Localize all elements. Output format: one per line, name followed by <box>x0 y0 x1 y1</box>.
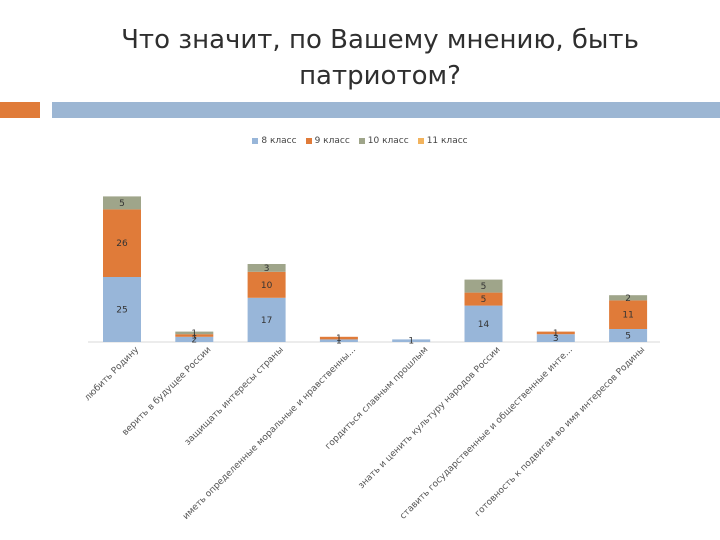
data-label: 10 <box>261 281 273 291</box>
data-label: 17 <box>261 316 272 326</box>
bar-segment <box>464 279 503 293</box>
legend-item-9: 9 класс <box>305 136 350 146</box>
data-label: 3 <box>264 264 270 274</box>
category-label: знать и ценить культуру народов России <box>357 345 503 491</box>
bar-segment <box>175 334 214 337</box>
data-label: 3 <box>553 334 559 344</box>
bar-segment <box>464 292 503 306</box>
data-label: 1 <box>191 332 197 342</box>
legend-swatch-11 <box>417 138 424 144</box>
bar-segment <box>609 329 648 342</box>
data-label: 1 <box>408 337 414 347</box>
bar-segment <box>536 334 575 342</box>
bar-segment <box>103 277 141 342</box>
legend-item-10: 10 класс <box>358 136 409 146</box>
data-label: 5 <box>625 332 631 342</box>
bar-segment <box>464 305 503 342</box>
category-label: иметь определенные моральные и нравствен… <box>181 345 358 522</box>
legend-item-11: 11 класс <box>417 136 468 146</box>
bar-segment <box>103 196 141 210</box>
data-label: 2 <box>625 294 631 304</box>
data-label: 2 <box>191 335 197 345</box>
bar-segment <box>609 300 648 329</box>
bar-segment <box>247 271 286 298</box>
category-label: готовность к подвигам во имя интересов Р… <box>473 345 647 519</box>
bar-segment <box>175 336 214 342</box>
legend-item-8: 8 класс <box>252 136 297 146</box>
data-label: 14 <box>478 320 490 330</box>
bar-segment <box>392 339 431 342</box>
bar-segment <box>536 331 575 335</box>
data-label: 25 <box>116 306 127 316</box>
chart-legend: 8 класс 9 класс 10 класс 11 класс <box>0 136 720 146</box>
slide-title: Что значит, по Вашему мнению, быть патри… <box>70 22 690 94</box>
bar-segment <box>319 339 358 342</box>
bar-segment <box>247 264 286 272</box>
data-label: 5 <box>481 295 487 305</box>
legend-swatch-10 <box>358 138 365 144</box>
data-label: 1 <box>191 329 197 339</box>
title-line-2: патриотом? <box>299 61 461 91</box>
accent-bar-right <box>52 102 720 118</box>
legend-label-10: 10 класс <box>367 136 409 146</box>
title-line-1: Что значит, по Вашему мнению, быть <box>121 25 639 55</box>
data-label: 1 <box>336 334 342 344</box>
legend-label-9: 9 класс <box>314 136 350 146</box>
data-label: 1 <box>336 337 342 347</box>
legend-swatch-8 <box>252 138 259 144</box>
data-label: 1 <box>553 329 559 339</box>
bar-segment <box>609 295 648 301</box>
accent-bar-left <box>0 102 40 118</box>
category-label: любить Родину <box>83 345 142 404</box>
bar-segment <box>175 331 214 335</box>
data-label: 5 <box>119 199 125 209</box>
bar-segment <box>319 336 358 340</box>
category-label: ставить государственные и общественные и… <box>398 345 575 522</box>
legend-swatch-9 <box>305 138 312 144</box>
legend-label-11: 11 класс <box>426 136 468 146</box>
data-label: 26 <box>116 239 128 249</box>
legend-label-8: 8 класс <box>261 136 297 146</box>
bar-segment <box>247 297 286 342</box>
data-label: 5 <box>481 282 487 292</box>
bar-segment <box>103 209 141 277</box>
data-label: 11 <box>622 311 633 321</box>
